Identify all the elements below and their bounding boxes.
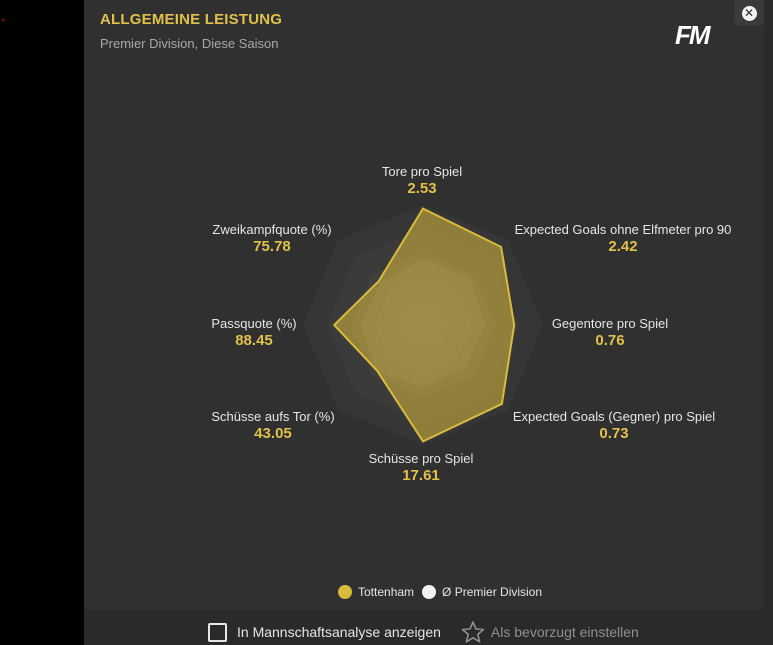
metric-xg-against: Expected Goals (Gegner) pro Spiel 0.73 bbox=[506, 409, 722, 442]
legend-item-league: Ø Premier Division bbox=[422, 585, 542, 599]
metric-value: 75.78 bbox=[253, 238, 291, 255]
panel-subtitle: Premier Division, Diese Saison bbox=[100, 36, 279, 51]
metric-label: Schüsse pro Spiel bbox=[368, 451, 474, 466]
metric-shots-on-target: Schüsse aufs Tor (%) 43.05 bbox=[202, 409, 344, 442]
metric-value: 2.53 bbox=[407, 180, 437, 197]
metric-shots-per-game: Schüsse pro Spiel 17.61 bbox=[360, 451, 482, 484]
legend-swatch-league bbox=[422, 585, 437, 599]
panel-title: ALLGEMEINE LEISTUNG bbox=[100, 11, 283, 28]
status-dot bbox=[2, 19, 4, 21]
metric-label: Expected Goals (Gegner) pro Spiel bbox=[512, 409, 716, 424]
metric-label: Tore pro Spiel bbox=[381, 164, 463, 179]
legend-swatch-team bbox=[338, 585, 352, 599]
metric-label: Expected Goals ohne Elfmeter pro 90 bbox=[514, 222, 732, 237]
legend-label-team: Tottenham bbox=[358, 585, 415, 599]
metric-value: 0.73 bbox=[599, 425, 629, 442]
metric-label: Zweikampfquote (%) bbox=[212, 222, 332, 237]
legend-item-team: Tottenham bbox=[338, 585, 414, 599]
metric-value: 88.45 bbox=[235, 332, 273, 349]
dialog-footer: In Mannschaftsanalyse anzeigen Als bevor… bbox=[208, 621, 639, 643]
metric-value: 0.76 bbox=[595, 332, 625, 349]
star-outline-icon bbox=[461, 621, 485, 643]
set-favourite-button[interactable]: Als bevorzugt einstellen bbox=[461, 621, 639, 643]
metric-label: Passquote (%) bbox=[211, 316, 297, 331]
metric-pass-accuracy: Passquote (%) 88.45 bbox=[204, 316, 304, 349]
metric-duel-success: Zweikampfquote (%) 75.78 bbox=[204, 222, 340, 255]
checkbox-label[interactable]: In Mannschaftsanalyse anzeigen bbox=[237, 624, 441, 640]
metric-label: Schüsse aufs Tor (%) bbox=[211, 409, 335, 424]
favourite-label: Als bevorzugt einstellen bbox=[490, 624, 639, 640]
close-button[interactable]: ✕ bbox=[734, 0, 764, 26]
metric-goals-per-game: Tore pro Spiel 2.53 bbox=[372, 164, 472, 197]
close-icon: ✕ bbox=[741, 5, 757, 21]
metric-label: Gegentore pro Spiel bbox=[551, 316, 669, 331]
metric-value: 43.05 bbox=[254, 425, 292, 442]
chart-legend: Tottenham Ø Premier Division bbox=[338, 585, 550, 599]
metric-value: 2.42 bbox=[608, 238, 638, 255]
team-area bbox=[332, 207, 516, 443]
fm-logo: FM bbox=[675, 20, 711, 50]
show-in-team-analysis-checkbox[interactable] bbox=[208, 622, 227, 642]
metric-xg-non-penalty: Expected Goals ohne Elfmeter pro 90 2.42 bbox=[506, 222, 740, 255]
metric-value: 17.61 bbox=[402, 467, 440, 484]
legend-label-league: Ø Premier Division bbox=[442, 585, 543, 599]
metric-goals-conceded: Gegentore pro Spiel 0.76 bbox=[540, 316, 680, 349]
